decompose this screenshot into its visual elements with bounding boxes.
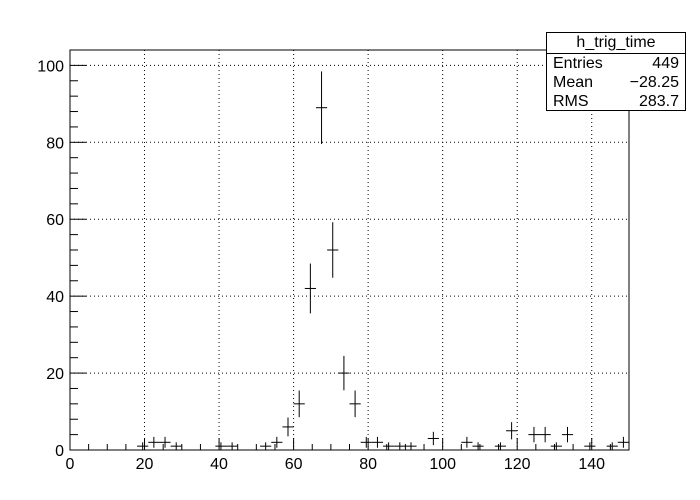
data-point xyxy=(260,442,272,450)
data-point xyxy=(293,390,305,418)
stats-label-entries: Entries xyxy=(553,55,603,72)
x-tick-label: 60 xyxy=(285,456,303,473)
data-point xyxy=(506,422,518,440)
data-points xyxy=(137,71,629,450)
data-point xyxy=(528,426,540,443)
data-point xyxy=(383,442,395,450)
data-point xyxy=(561,426,574,443)
data-point xyxy=(539,426,551,443)
x-tick-label: 80 xyxy=(359,456,377,473)
x-tick-label: 40 xyxy=(210,456,228,473)
stats-box: h_trig_time Entries 449 Mean −28.25 RMS … xyxy=(546,32,686,111)
y-tick-label: 0 xyxy=(55,443,64,460)
data-point xyxy=(327,222,339,278)
data-point xyxy=(461,436,473,448)
data-point xyxy=(472,442,484,450)
grid xyxy=(70,50,629,450)
data-point xyxy=(315,71,328,144)
data-point xyxy=(584,442,596,450)
x-tick-label: 140 xyxy=(578,456,605,473)
x-tick-label: 20 xyxy=(136,456,154,473)
data-point xyxy=(137,442,149,450)
data-point xyxy=(282,417,294,437)
stats-label-mean: Mean xyxy=(553,74,594,91)
data-point xyxy=(360,436,372,448)
stats-row-rms: RMS 283.7 xyxy=(547,92,685,111)
data-point xyxy=(617,436,629,448)
y-tick-label: 100 xyxy=(37,58,64,75)
y-tick-label: 40 xyxy=(46,289,64,306)
axis-ticks xyxy=(69,49,630,451)
stats-value-mean: −28.25 xyxy=(629,74,679,91)
data-point xyxy=(427,431,439,446)
x-tick-label: 0 xyxy=(66,456,75,473)
stats-title: h_trig_time xyxy=(547,33,685,54)
stats-row-mean: Mean −28.25 xyxy=(547,73,685,92)
data-point xyxy=(271,436,283,448)
data-point xyxy=(494,442,507,450)
data-point xyxy=(338,355,350,391)
data-point xyxy=(405,442,417,450)
stats-value-rms: 283.7 xyxy=(638,93,679,110)
data-point xyxy=(148,436,160,448)
x-tick-label: 100 xyxy=(429,456,456,473)
tick-labels: 0 20 40 60 80 100 120 140 0 20 40 60 80 100 xyxy=(37,58,605,473)
data-point xyxy=(349,390,361,418)
data-point xyxy=(215,442,227,450)
data-point xyxy=(170,442,182,450)
data-point xyxy=(226,442,238,450)
x-tick-label: 120 xyxy=(504,456,531,473)
stats-row-entries: Entries 449 xyxy=(547,54,685,73)
data-point xyxy=(371,436,384,448)
y-tick-label: 80 xyxy=(46,135,64,152)
y-tick-label: 60 xyxy=(46,212,64,229)
stats-label-rms: RMS xyxy=(553,93,589,110)
data-point xyxy=(606,442,618,450)
data-point xyxy=(394,442,406,450)
stats-value-entries: 449 xyxy=(652,55,679,72)
data-point xyxy=(159,436,171,448)
data-point xyxy=(550,442,562,450)
y-tick-label: 20 xyxy=(46,366,64,383)
data-point xyxy=(304,263,316,314)
